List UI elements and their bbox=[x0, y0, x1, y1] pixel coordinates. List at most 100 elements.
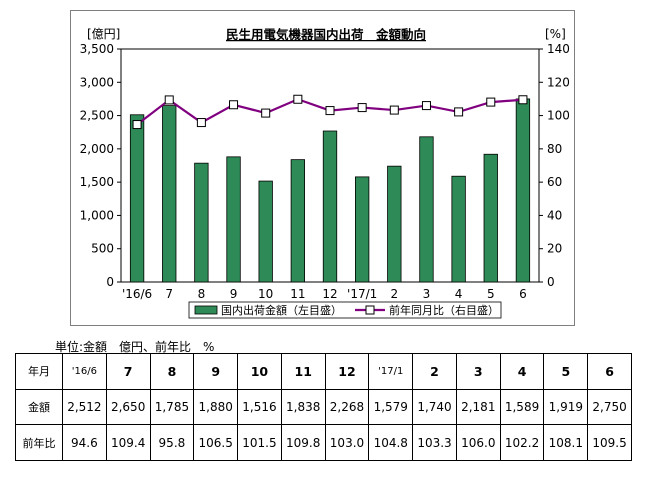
table-month: 9 bbox=[193, 353, 239, 390]
table-month: 11 bbox=[280, 353, 326, 390]
bar bbox=[162, 105, 177, 283]
unit-note: 単位:金額 億円、前年比 % bbox=[55, 340, 215, 354]
bar bbox=[387, 165, 402, 283]
bar bbox=[129, 114, 145, 283]
left-tick-label: 2,000 bbox=[80, 142, 114, 156]
bar bbox=[355, 176, 370, 283]
table-cell: 108.1 bbox=[543, 424, 589, 461]
table-cell: 1,838 bbox=[280, 388, 326, 426]
table-header-label: 年月 bbox=[15, 353, 63, 390]
legend-line-marker bbox=[365, 305, 375, 315]
right-tick-label: 0 bbox=[547, 275, 555, 289]
table-month: 10 bbox=[237, 353, 282, 390]
yoy-point bbox=[421, 101, 431, 111]
table-cell: 2,650 bbox=[105, 388, 151, 426]
table-cell: 106.5 bbox=[193, 424, 239, 461]
table-cell: 102.2 bbox=[499, 424, 545, 461]
right-tick-label: 20 bbox=[547, 242, 562, 256]
right-tick-label: 140 bbox=[547, 42, 570, 56]
x-tick-label: 10 bbox=[258, 287, 273, 301]
yoy-point bbox=[229, 100, 239, 110]
right-tick-label: 60 bbox=[547, 175, 562, 189]
table-cell: 1,589 bbox=[499, 388, 545, 426]
table-cell: 109.4 bbox=[105, 424, 151, 461]
table-cell: 109.5 bbox=[587, 424, 632, 461]
table-month: 12 bbox=[324, 353, 370, 390]
x-tick-label: 12 bbox=[322, 287, 337, 301]
x-tick-label: 2 bbox=[390, 287, 398, 301]
bar bbox=[451, 175, 466, 283]
data-table: 年月 '16/6 7 8 9 10 11 12 '17/1 2 3 4 5 6 … bbox=[15, 353, 632, 461]
bar bbox=[194, 162, 209, 283]
x-tick-label: 9 bbox=[230, 287, 238, 301]
table-cell: 2,750 bbox=[587, 388, 632, 426]
x-tick-label: '16/6 bbox=[122, 287, 152, 301]
table-month: 3 bbox=[455, 353, 501, 390]
bar bbox=[226, 156, 241, 283]
bar bbox=[258, 180, 273, 283]
x-tick-label: 5 bbox=[487, 287, 495, 301]
table-month: 6 bbox=[587, 353, 632, 390]
left-tick-label: 3,500 bbox=[80, 42, 114, 56]
table-cell: 1,516 bbox=[237, 388, 282, 426]
legend bbox=[188, 301, 502, 319]
yoy-point bbox=[325, 106, 335, 116]
table-cell: 2,512 bbox=[62, 388, 107, 426]
right-tick-label: 100 bbox=[547, 109, 570, 123]
yoy-point bbox=[357, 103, 367, 113]
chart-panel: 民生用電気機器国内出荷 金額動向 [億円] [%] 0 500 1,000 1,500 2,0… bbox=[70, 10, 575, 326]
x-tick-label: 11 bbox=[290, 287, 305, 301]
table-month: 5 bbox=[543, 353, 589, 390]
table-cell: 103.0 bbox=[324, 424, 370, 461]
left-tick-label: 2,500 bbox=[80, 109, 114, 123]
table-cell: 1,740 bbox=[412, 388, 457, 426]
table-month: 4 bbox=[499, 353, 545, 390]
table-cell: 1,880 bbox=[193, 388, 239, 426]
table-cell: 1,579 bbox=[368, 388, 414, 426]
right-axis-unit: [%] bbox=[545, 27, 566, 41]
table-cell: 94.6 bbox=[62, 424, 107, 461]
yoy-point bbox=[389, 105, 399, 115]
yoy-point bbox=[132, 120, 142, 130]
yoy-point bbox=[293, 94, 303, 104]
right-tick-label: 120 bbox=[547, 75, 570, 89]
table-cell: 2,268 bbox=[324, 388, 370, 426]
right-tick-label: 40 bbox=[547, 208, 562, 222]
right-tick-label: 80 bbox=[547, 142, 562, 156]
legend-bar-label: 国内出荷金額（左目盛） bbox=[221, 303, 342, 317]
legend-bar-swatch bbox=[194, 305, 218, 315]
table-cell: 101.5 bbox=[237, 424, 282, 461]
table-row-label: 前年比 bbox=[15, 424, 63, 461]
table-cell: 1,919 bbox=[543, 388, 589, 426]
table-month: '17/1 bbox=[368, 353, 414, 390]
chart-title: 民生用電気機器国内出荷 金額動向 bbox=[226, 27, 426, 42]
table-row-label: 金額 bbox=[15, 388, 63, 426]
table-cell: 106.0 bbox=[455, 424, 501, 461]
left-tick-label: 3,000 bbox=[80, 75, 114, 89]
yoy-point bbox=[486, 97, 496, 107]
table-month: '16/6 bbox=[62, 353, 107, 390]
x-tick-label: '17/1 bbox=[347, 287, 377, 301]
table-cell: 104.8 bbox=[368, 424, 414, 461]
yoy-point bbox=[261, 108, 271, 118]
left-tick-label: 1,000 bbox=[80, 208, 114, 222]
bar bbox=[419, 136, 434, 283]
bar bbox=[290, 159, 305, 283]
table-month: 7 bbox=[105, 353, 151, 390]
left-axis-unit: [億円] bbox=[87, 27, 120, 41]
x-tick-label: 3 bbox=[423, 287, 431, 301]
combo-chart: 民生用電気機器国内出荷 金額動向 [億円] [%] 0 500 1,000 1,500 2,0… bbox=[80, 27, 570, 319]
x-tick-label: 7 bbox=[165, 287, 173, 301]
table-row: 金額 2,512 2,650 1,785 1,880 1,516 1,838 2… bbox=[15, 388, 632, 426]
left-tick-label: 0 bbox=[106, 275, 114, 289]
yoy-point bbox=[164, 95, 174, 105]
bar bbox=[515, 98, 531, 283]
table-header-row: 年月 '16/6 7 8 9 10 11 12 '17/1 2 3 4 5 6 bbox=[15, 353, 632, 390]
bar bbox=[322, 130, 338, 283]
bar bbox=[483, 153, 498, 283]
table-row: 前年比 94.6 109.4 95.8 106.5 101.5 109.8 10… bbox=[15, 424, 632, 461]
x-tick-label: 4 bbox=[455, 287, 463, 301]
table-cell: 95.8 bbox=[149, 424, 195, 461]
table-month: 8 bbox=[149, 353, 195, 390]
yoy-point bbox=[518, 95, 528, 105]
